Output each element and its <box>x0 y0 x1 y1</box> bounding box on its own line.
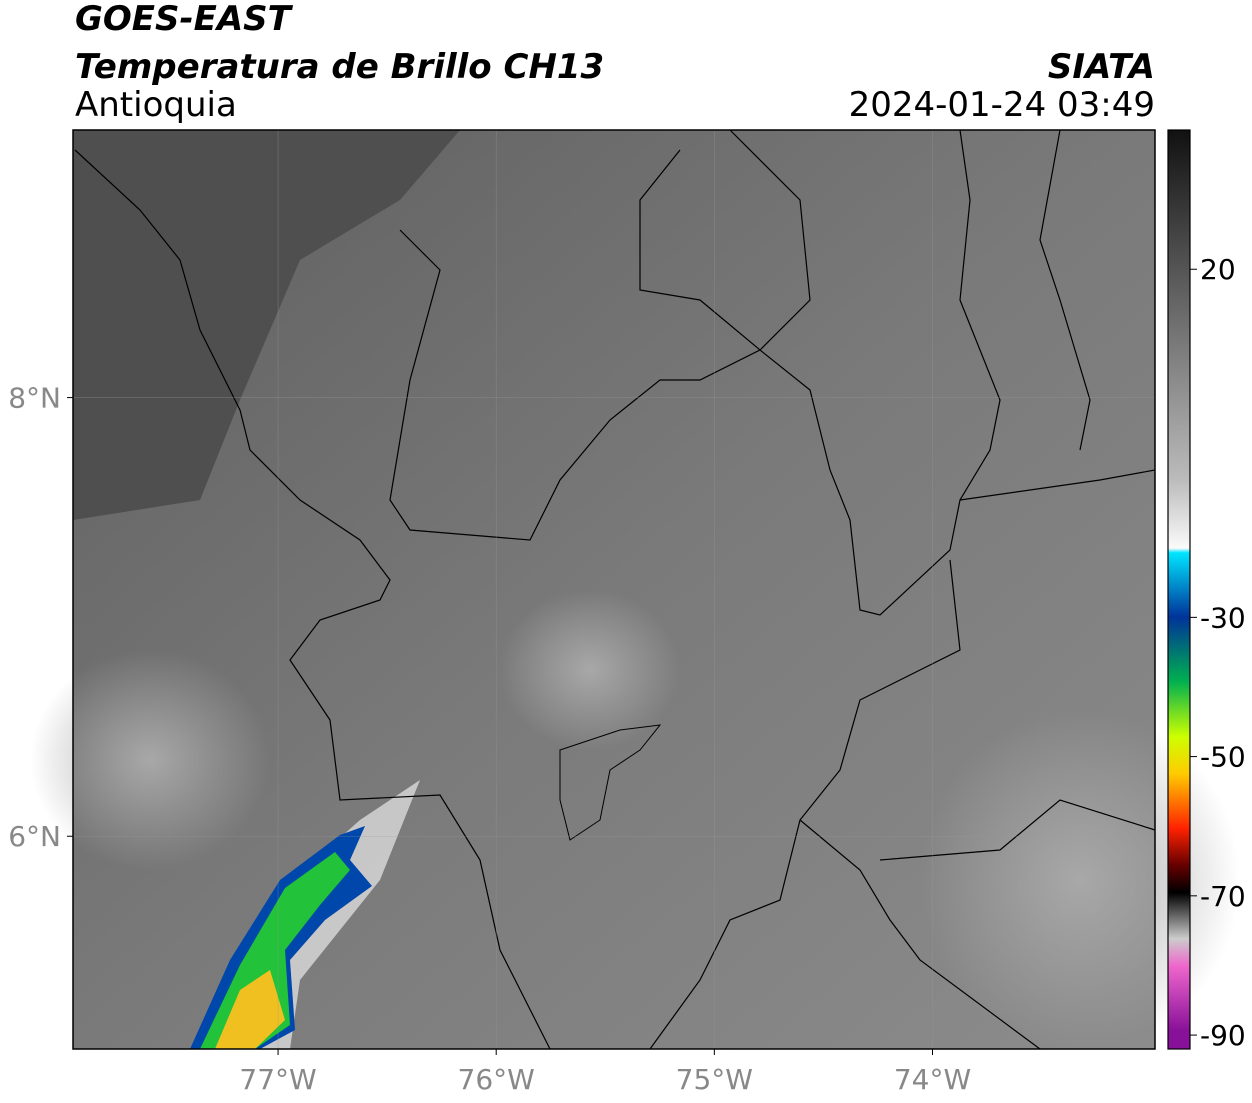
colorbar-tick-label: 20 <box>1200 253 1236 286</box>
satellite: GOES-EAST <box>75 0 294 39</box>
map-frame <box>72 129 1156 1050</box>
x-tick-label: 77°W <box>239 1063 316 1096</box>
sea <box>73 130 460 520</box>
y-tick-label: 8°N <box>8 382 61 415</box>
map-image <box>30 129 1240 1050</box>
colorbar-tick-label: -50 <box>1200 741 1246 774</box>
product: Temperatura de Brillo CH13 <box>75 47 604 87</box>
x-tick-label: 75°W <box>676 1063 753 1096</box>
grid <box>73 130 1155 1049</box>
x-tick-label: 76°W <box>458 1063 535 1096</box>
warm-area <box>920 710 1240 1050</box>
boundaries <box>74 129 1156 1050</box>
colorbar-tick-label: -70 <box>1200 880 1246 913</box>
cloud-top <box>215 970 285 1049</box>
colorbar-tick-label: -30 <box>1200 601 1246 634</box>
source: SIATA <box>1048 47 1155 87</box>
boundaries <box>559 724 662 841</box>
region: Antioquia <box>75 85 237 125</box>
warm-area <box>30 650 270 870</box>
colorbar-tick-label: -90 <box>1200 1019 1246 1052</box>
colorbar <box>1167 129 1191 1050</box>
x-tick-label: 74°W <box>894 1063 971 1096</box>
datetime: 2024-01-24 03:49 <box>849 85 1155 125</box>
warm-area <box>500 590 680 750</box>
y-tick-label: 6°N <box>8 820 61 853</box>
